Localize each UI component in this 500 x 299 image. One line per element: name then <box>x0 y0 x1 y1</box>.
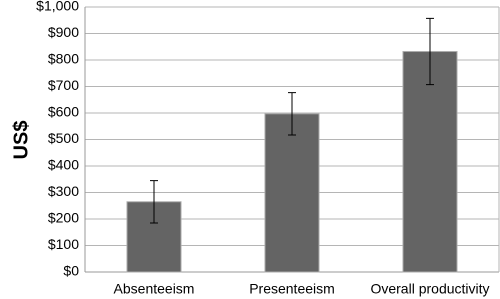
y-axis-title: US$ <box>10 121 32 160</box>
y-tick-label: $0 <box>63 263 79 279</box>
y-tick-label: $100 <box>48 236 79 252</box>
bar <box>402 51 458 273</box>
error-bar <box>288 92 296 136</box>
x-tick-label: Overall productivity <box>370 281 489 297</box>
y-tick-label: $500 <box>48 130 79 146</box>
error-bar <box>150 180 158 224</box>
y-tick-label: $800 <box>48 51 79 67</box>
x-tick-label: Absenteeism <box>114 281 195 297</box>
y-tick-label: $900 <box>48 24 79 40</box>
error-bar <box>426 17 434 86</box>
y-tick-label: $600 <box>48 104 79 120</box>
y-tick-label: $300 <box>48 183 79 199</box>
y-tick-label: $200 <box>48 210 79 226</box>
y-tick-label: $700 <box>48 77 79 93</box>
y-tick-label: $400 <box>48 157 79 173</box>
x-tick-label: Presenteeism <box>249 281 335 297</box>
y-tick-label: $1,000 <box>36 0 79 14</box>
bar <box>264 113 320 273</box>
